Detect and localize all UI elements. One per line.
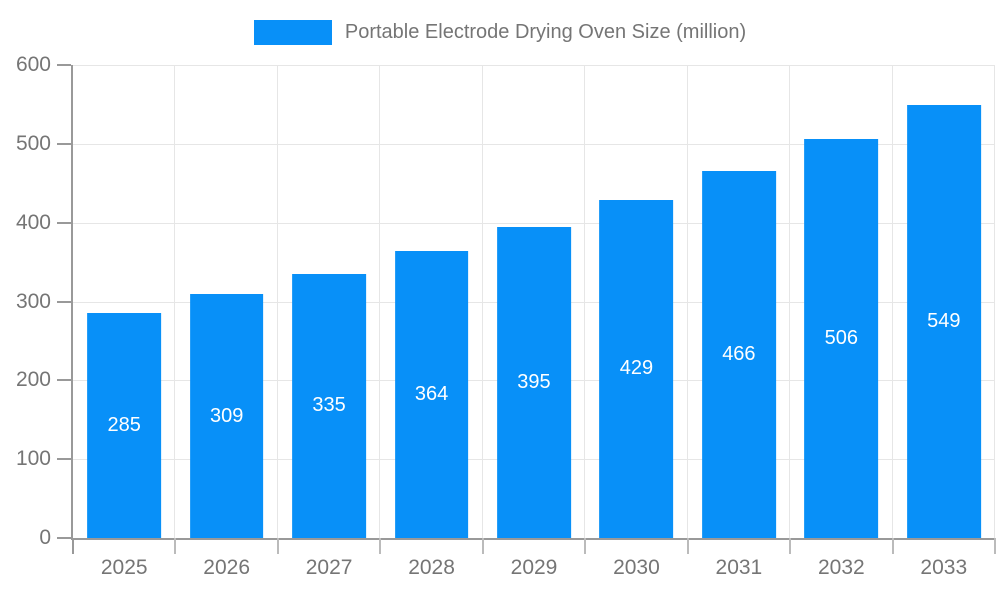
plot-area: 0 100 200 300 400 500 600 2025 285 2026 309 2027 335… bbox=[16, 53, 996, 579]
gridline-vertical bbox=[276, 65, 278, 538]
bar-value-label-2029: 395 bbox=[517, 370, 551, 393]
gridline-vertical bbox=[789, 65, 791, 538]
gridline-vertical bbox=[379, 65, 381, 538]
gridline-vertical bbox=[891, 65, 893, 538]
bar-2030[interactable]: 429 bbox=[599, 199, 674, 538]
bar-2025[interactable]: 285 bbox=[87, 313, 162, 538]
bar-value-label-2031: 466 bbox=[722, 342, 756, 365]
y-axis-tick-label: 500 bbox=[15, 131, 51, 155]
bar-value-label-2030: 429 bbox=[619, 357, 654, 380]
x-axis-tick bbox=[276, 538, 279, 554]
bar-column-2029: 395 bbox=[483, 65, 585, 538]
gridline-vertical bbox=[686, 65, 688, 538]
bar-2027[interactable]: 335 bbox=[292, 273, 366, 538]
gridline-vertical bbox=[481, 65, 483, 538]
bar-column-2033: 549 bbox=[893, 65, 995, 538]
bar-2031[interactable]: 466 bbox=[702, 170, 776, 538]
gridline-vertical bbox=[584, 65, 586, 538]
bar-2033[interactable]: 549 bbox=[906, 105, 981, 538]
bar-column-2026: 309 bbox=[175, 65, 277, 538]
y-axis-tick-label: 200 bbox=[15, 368, 51, 392]
legend: Portable Electrode Drying Oven Size (mil… bbox=[0, 20, 1000, 45]
bar-value-label-2026: 309 bbox=[209, 404, 244, 427]
gridline-horizontal bbox=[73, 65, 995, 66]
bar-value-label-2028: 364 bbox=[414, 383, 449, 406]
y-axis-tick bbox=[57, 142, 71, 145]
x-axis-label-2033: 2033 bbox=[920, 556, 968, 579]
bar-column-2027: 335 bbox=[278, 65, 380, 538]
x-axis-label-2031: 2031 bbox=[715, 556, 763, 579]
legend-item[interactable]: Portable Electrode Drying Oven Size (mil… bbox=[253, 20, 747, 45]
bar-2029[interactable]: 395 bbox=[497, 226, 571, 538]
x-axis-tick bbox=[174, 538, 177, 554]
bar-value-label-2033: 549 bbox=[927, 310, 961, 333]
bar-column-2032: 506 bbox=[790, 65, 892, 538]
x-axis-label-2025: 2025 bbox=[100, 556, 148, 579]
bar-value-label-2025: 285 bbox=[107, 414, 141, 437]
bar-column-2025: 285 bbox=[73, 65, 175, 538]
y-axis-tick bbox=[57, 379, 71, 382]
legend-label: Portable Electrode Drying Oven Size (mil… bbox=[344, 21, 747, 43]
x-axis-tick bbox=[994, 538, 996, 554]
x-axis-tick bbox=[584, 538, 587, 554]
x-axis-tick bbox=[789, 538, 792, 554]
y-axis-tick bbox=[57, 64, 71, 66]
gridline-vertical bbox=[994, 65, 995, 538]
gridline-horizontal bbox=[73, 222, 995, 224]
y-axis-tick bbox=[57, 300, 71, 303]
y-axis-tick bbox=[57, 221, 71, 224]
x-axis-label-2027: 2027 bbox=[305, 556, 353, 579]
legend-swatch-icon bbox=[253, 20, 332, 45]
y-axis-tick bbox=[57, 458, 71, 461]
y-axis-tick-label: 300 bbox=[15, 289, 51, 313]
bar-column-2028: 364 bbox=[380, 65, 482, 538]
x-axis-label-2032: 2032 bbox=[817, 556, 865, 579]
bar-2026[interactable]: 309 bbox=[189, 294, 264, 538]
y-axis-tick bbox=[57, 537, 71, 539]
y-axis-tick-label: 100 bbox=[15, 447, 51, 471]
gridline-vertical bbox=[174, 65, 176, 538]
x-axis-tick bbox=[891, 538, 894, 554]
bar-value-label-2027: 335 bbox=[312, 394, 346, 417]
bar-2028[interactable]: 364 bbox=[394, 251, 469, 538]
bar-column-2030: 429 bbox=[585, 65, 687, 538]
x-axis-label-2029: 2029 bbox=[510, 556, 558, 579]
y-axis-tick-label: 400 bbox=[15, 210, 51, 234]
x-axis-tick bbox=[481, 538, 484, 554]
bar-column-2031: 466 bbox=[688, 65, 790, 538]
x-axis-label-2030: 2030 bbox=[613, 556, 660, 579]
x-axis-label-2026: 2026 bbox=[203, 556, 251, 579]
bar-value-label-2032: 506 bbox=[824, 327, 859, 350]
x-axis-tick bbox=[72, 538, 74, 554]
y-axis-tick-label: 0 bbox=[39, 526, 51, 549]
x-axis-label-2028: 2028 bbox=[408, 556, 455, 579]
x-axis-tick bbox=[686, 538, 689, 554]
gridline-horizontal bbox=[73, 143, 995, 145]
bar-2032[interactable]: 506 bbox=[804, 139, 879, 538]
y-axis-tick-label: 600 bbox=[15, 53, 51, 76]
x-axis-tick bbox=[379, 538, 382, 554]
